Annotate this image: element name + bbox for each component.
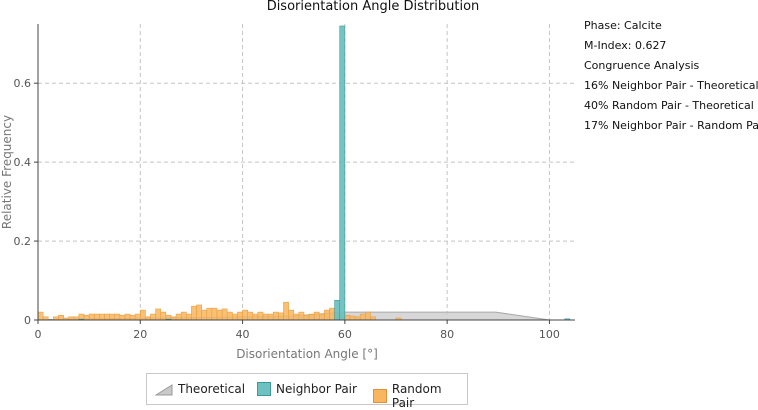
- congruence-title: Congruence Analysis: [584, 59, 700, 72]
- random-pair-bar: [293, 313, 300, 321]
- random-pair-bar: [129, 314, 136, 321]
- congruence-line-2: 40% Random Pair - Theoretical: [584, 99, 754, 112]
- random-pair-bar: [155, 308, 162, 321]
- random-pair-bar: [175, 313, 182, 321]
- grid-lines: [38, 24, 575, 320]
- random-pair-bar: [303, 314, 310, 321]
- random-pair-bar: [201, 309, 208, 321]
- random-pair-bar: [324, 309, 330, 321]
- y-tick-label: 0.4: [14, 156, 32, 169]
- random-pair-bar: [252, 313, 259, 321]
- x-tick-label: 100: [539, 328, 560, 341]
- random-pair-bar: [58, 314, 64, 321]
- neighbor-swatch-icon: [257, 382, 271, 396]
- random-pair-bar: [109, 313, 116, 321]
- random-pair-bar: [191, 305, 197, 321]
- legend: Theoretical Neighbor Pair Random Pair: [146, 373, 468, 410]
- legend-item-neighbor[interactable]: Neighbor Pair: [257, 382, 357, 396]
- random-pair-bar: [349, 315, 356, 321]
- chart-title: Disorientation Angle Distribution: [267, 0, 480, 14]
- random-pair-bar: [247, 311, 254, 321]
- x-tick-label: 80: [440, 328, 454, 341]
- neighbor-pair-series: [78, 25, 571, 321]
- random-pair-bar: [196, 304, 202, 321]
- random-pair-bar: [206, 307, 213, 321]
- theoretical-swatch-icon: [155, 384, 173, 396]
- y-tick-label: 0.6: [14, 77, 32, 90]
- random-pair-bar: [267, 313, 274, 321]
- legend-label-neighbor: Neighbor Pair: [276, 382, 357, 396]
- random-pair-bar: [119, 314, 126, 321]
- random-pair-bar: [272, 311, 279, 321]
- random-pair-bar: [139, 309, 146, 321]
- random-pair-bar: [134, 313, 141, 321]
- random-pair-bar: [216, 309, 223, 321]
- random-pair-bar: [242, 309, 248, 321]
- random-pair-bar: [226, 311, 233, 321]
- random-pair-bar: [93, 313, 100, 321]
- random-pair-bar: [313, 311, 320, 321]
- random-swatch-icon: [373, 389, 387, 403]
- random-pair-bar: [88, 313, 95, 321]
- random-pair-series: [37, 301, 402, 321]
- random-pair-bar: [262, 313, 269, 321]
- legend-item-theoretical[interactable]: Theoretical: [155, 382, 245, 396]
- neighbor-pair-bar: [339, 25, 346, 321]
- phase-text: Phase: Calcite: [584, 19, 662, 32]
- info-panel: Phase: Calcite M-Index: 0.627 Congruence…: [584, 16, 758, 136]
- x-tick-label: 60: [338, 328, 352, 341]
- y-tick-label: 0.2: [14, 235, 32, 248]
- random-pair-bar: [160, 311, 167, 321]
- random-pair-bar: [344, 314, 351, 321]
- chart-area: Disorientation Angle Distribution 0 20 40 6…: [0, 0, 575, 361]
- random-pair-bar: [99, 313, 105, 321]
- axes: 0 20 40 60 80 100 0 0.2 0.4 0.6: [14, 24, 575, 341]
- random-pair-bar: [278, 312, 284, 321]
- random-pair-bar: [288, 309, 295, 321]
- random-pair-bar: [186, 313, 192, 321]
- random-pair-bar: [237, 311, 243, 321]
- neighbor-pair-bar: [334, 299, 341, 321]
- legend-label-theoretical: Theoretical: [178, 382, 246, 396]
- random-pair-bar: [329, 307, 335, 321]
- x-tick-label: 0: [35, 328, 42, 341]
- random-pair-bar: [180, 311, 187, 321]
- legend-label-random: Random Pair: [391, 382, 442, 410]
- random-pair-bar: [150, 313, 156, 321]
- x-axis-label: Disorientation Angle [°]: [236, 347, 378, 361]
- random-pair-bar: [221, 308, 228, 321]
- random-pair-bar: [365, 311, 371, 321]
- random-pair-bar: [124, 313, 131, 321]
- y-axis-label: Relative Frequency: [0, 115, 14, 229]
- random-pair-bar: [114, 313, 121, 321]
- random-pair-bar: [232, 313, 238, 321]
- congruence-line-3: 17% Neighbor Pair - Random Pair: [584, 119, 758, 132]
- m-index-text: M-Index: 0.627: [584, 39, 667, 52]
- random-pair-bar: [283, 301, 289, 321]
- random-pair-bar: [211, 307, 218, 321]
- congruence-line-1: 16% Neighbor Pair - Theoretical: [584, 79, 758, 92]
- legend-item-random[interactable]: Random Pair: [373, 382, 467, 410]
- random-pair-bar: [37, 311, 44, 321]
- random-pair-bar: [104, 313, 110, 321]
- random-pair-bar: [359, 313, 366, 321]
- x-tick-label: 40: [236, 328, 250, 341]
- y-tick-label: 0: [24, 314, 31, 327]
- random-pair-bar: [257, 311, 264, 321]
- random-pair-bar: [83, 314, 90, 321]
- x-tick-label: 20: [133, 328, 147, 341]
- random-pair-bar: [318, 313, 325, 321]
- random-pair-bar: [298, 311, 305, 321]
- random-pair-bar: [308, 313, 315, 321]
